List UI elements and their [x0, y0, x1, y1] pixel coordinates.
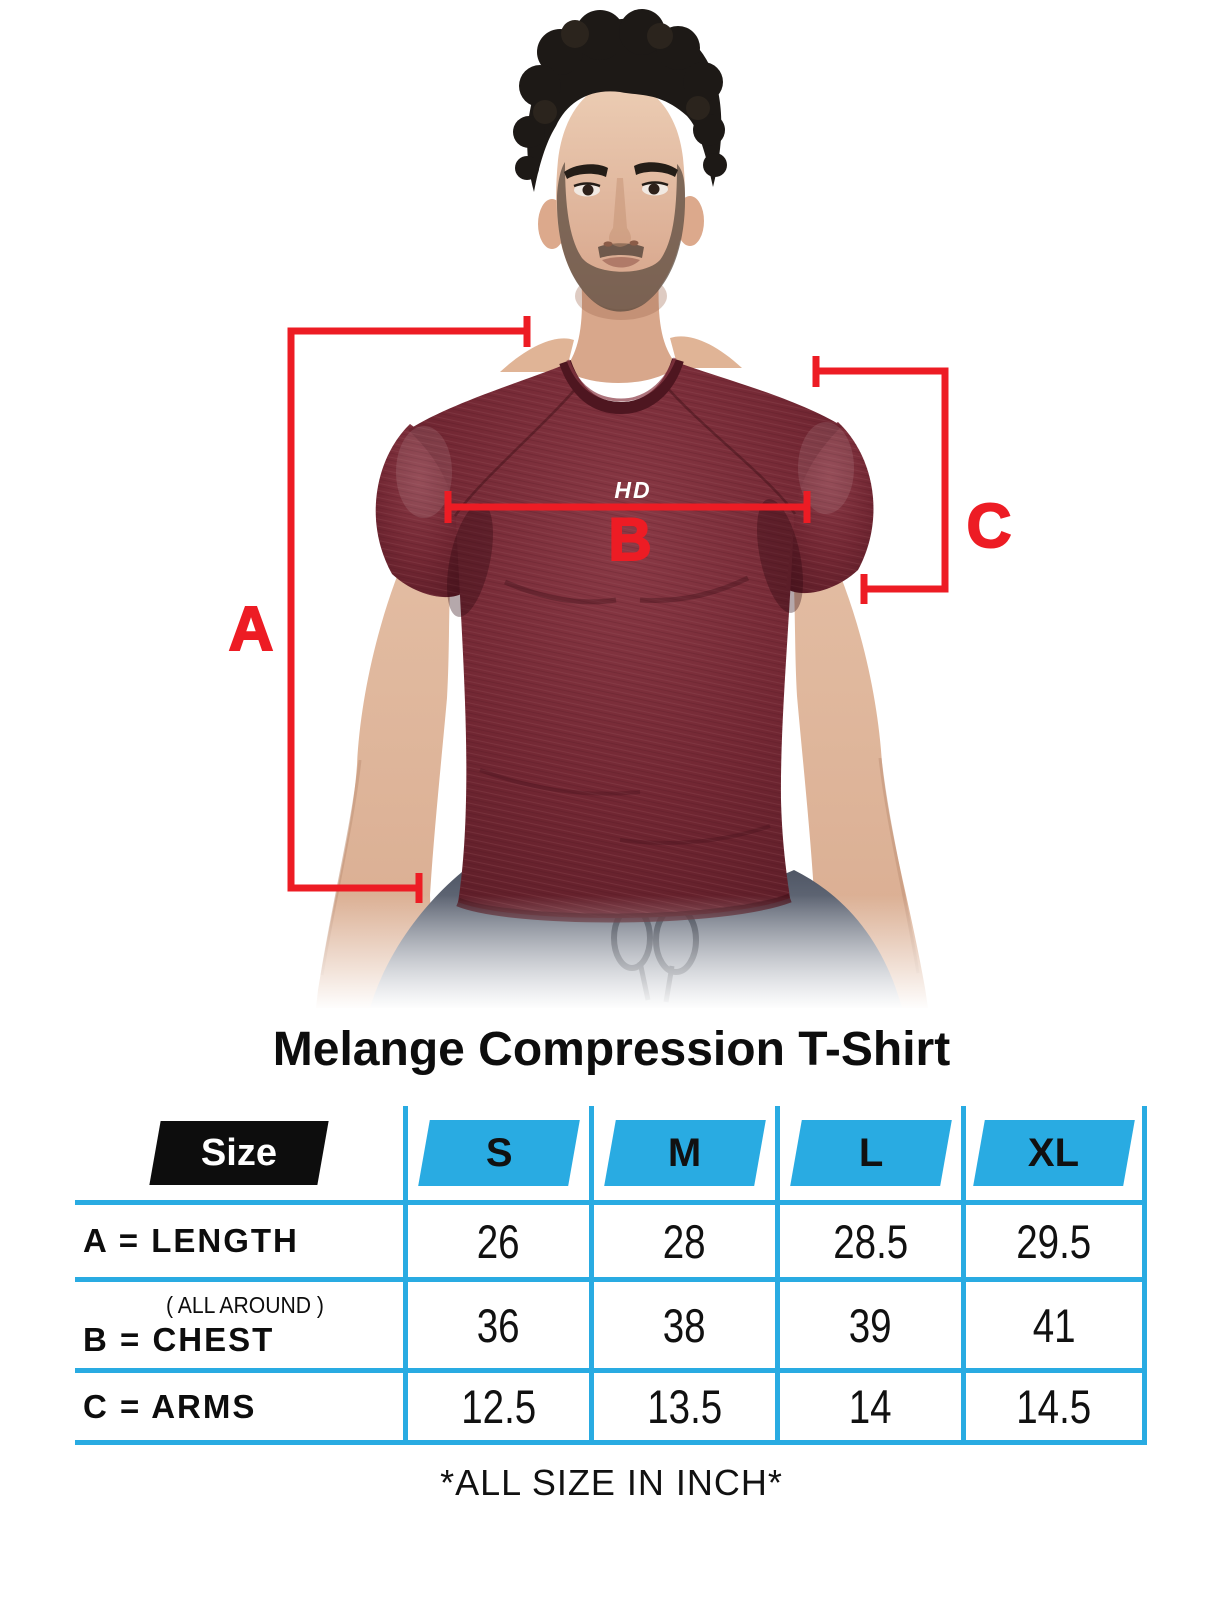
face: [556, 82, 685, 310]
measurement-line-a: [287, 316, 531, 903]
column-header-l: L: [775, 1106, 961, 1200]
collar: [559, 358, 684, 415]
hair: [513, 9, 727, 193]
cell-arms-m: 13.5: [589, 1368, 775, 1445]
corner-header-size: Size: [75, 1106, 403, 1200]
size-table: Size S M L XL A = LENGTH 26 28 28.5 29.5…: [75, 1106, 1147, 1445]
cell-arms-xl: 14.5: [961, 1368, 1147, 1445]
label-a: A: [229, 595, 274, 664]
cell-chest-xl: 41: [961, 1277, 1147, 1368]
label-b: B: [608, 506, 651, 573]
lips: [602, 257, 640, 268]
cell-chest-s: 36: [403, 1277, 589, 1368]
cell-length-l: 28.5: [775, 1200, 961, 1277]
page-title: Melange Compression T-Shirt: [272, 1023, 951, 1076]
size-chip: Size: [149, 1121, 329, 1185]
measurement-annotations: [287, 316, 949, 903]
cell-arms-l: 14: [775, 1368, 961, 1445]
model-illustration: A B C HD: [228, 9, 1012, 1010]
row-label-chest: ( ALL AROUND ) B = CHEST: [75, 1277, 403, 1368]
cell-length-xl: 29.5: [961, 1200, 1147, 1277]
cell-chest-l: 39: [775, 1277, 961, 1368]
cell-arms-s: 12.5: [403, 1368, 589, 1445]
beard: [556, 162, 686, 312]
column-header-xl: XL: [961, 1106, 1147, 1200]
shirt-logo: HD: [614, 477, 651, 503]
cell-chest-m: 38: [589, 1277, 775, 1368]
row-label-arms: C = ARMS: [75, 1368, 403, 1445]
tshirt: [375, 357, 874, 923]
measurement-line-b: [444, 491, 811, 523]
model-photo: A B C HD: [228, 9, 1012, 1010]
photo-fade: [240, 895, 980, 1010]
label-c: C: [967, 492, 1012, 561]
unit-note: *ALL SIZE IN INCH*: [440, 1462, 783, 1503]
column-header-m: M: [589, 1106, 775, 1200]
measurement-line-c: [812, 356, 949, 604]
cell-length-m: 28: [589, 1200, 775, 1277]
cell-length-s: 26: [403, 1200, 589, 1277]
head: [513, 9, 727, 312]
row-label-length: A = LENGTH: [75, 1200, 403, 1277]
column-header-s: S: [403, 1106, 589, 1200]
